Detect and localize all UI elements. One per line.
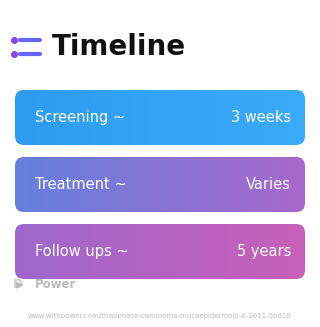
Text: D: D <box>13 278 23 290</box>
Text: Screening ~: Screening ~ <box>35 110 125 125</box>
Text: Power: Power <box>35 279 76 291</box>
Text: Varies: Varies <box>246 177 291 192</box>
Text: Follow ups ~: Follow ups ~ <box>35 244 129 259</box>
Text: Treatment ~: Treatment ~ <box>35 177 127 192</box>
Text: 5 years: 5 years <box>236 244 291 259</box>
Text: ▸: ▸ <box>16 278 24 292</box>
Text: www.withpower.com/trial/phase-carcinoma-mucoepidermold-6-2011-5bd10: www.withpower.com/trial/phase-carcinoma-… <box>28 313 292 319</box>
Text: 3 weeks: 3 weeks <box>231 110 291 125</box>
Text: Timeline: Timeline <box>52 33 186 61</box>
